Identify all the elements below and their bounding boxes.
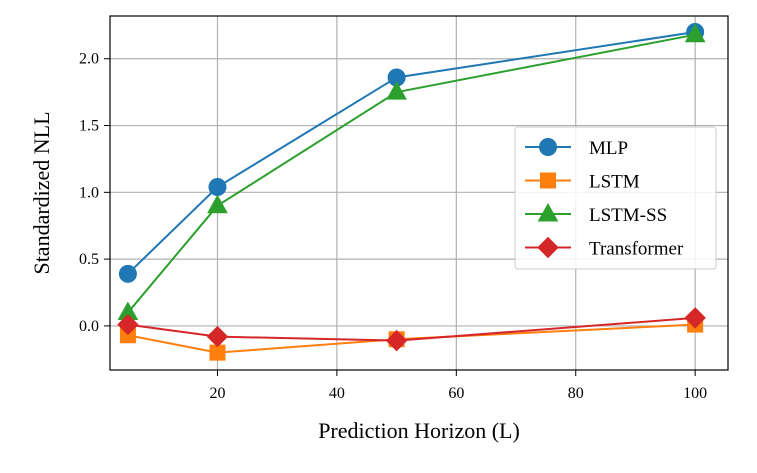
legend-item-lstm: LSTM [525,172,640,193]
data-point-transformer [206,325,229,348]
data-point-lstm [209,344,226,361]
data-point-transformer [385,329,408,352]
series-line-transformer [127,316,696,342]
data-point-lstm-ss [207,194,228,214]
legend-item-lstm-ss: LSTM-SS [525,202,667,226]
y-tick-label: 1.0 [79,184,99,201]
x-tick-label: 100 [683,385,707,402]
series-line-lstm [127,323,696,354]
series-layer [117,23,706,361]
series-line-lstm-ss [127,33,696,314]
axis-ticks: 20 40 60 80 100 0.0 0.5 1.0 1.5 2.0 [79,51,707,402]
y-axis-label: Standardized NLL [29,111,54,274]
y-tick-label: 0.5 [79,251,99,268]
series-transformer [117,307,706,352]
legend-label: LSTM [589,172,640,193]
data-point-mlp [118,264,137,283]
legend-marker [540,172,556,189]
data-point-lstm-ss [386,81,407,100]
legend-box [514,126,717,270]
x-tick-label: 20 [209,385,225,402]
series-line-mlp [127,31,696,275]
data-point-lstm-ss [684,23,706,43]
x-axis-label: Prediction Horizon (L) [318,418,520,443]
y-tick-label: 2.0 [79,51,99,68]
legend-item-mlp: MLP [525,138,628,159]
legend-marker [537,236,559,259]
x-tick-label: 80 [568,385,584,402]
legend-label: LSTM-SS [589,205,667,226]
legend-label: Transformer [589,239,684,260]
y-tick-label: 1.5 [79,118,99,135]
x-tick-label: 40 [329,385,345,402]
y-tick-label: 0.0 [79,318,99,335]
series-lstm-ss [117,23,706,321]
plot-frame [109,15,729,371]
data-point-mlp [208,177,227,196]
data-point-transformer [684,307,706,329]
x-tick-label: 60 [448,385,464,402]
data-point-transformer [117,313,139,336]
legend: MLP LSTM LSTM-SS Transformer [514,126,717,270]
legend-marker [539,138,557,156]
legend-label: MLP [589,138,628,159]
legend-item-transformer: Transformer [525,236,684,260]
legend-marker [537,202,559,222]
